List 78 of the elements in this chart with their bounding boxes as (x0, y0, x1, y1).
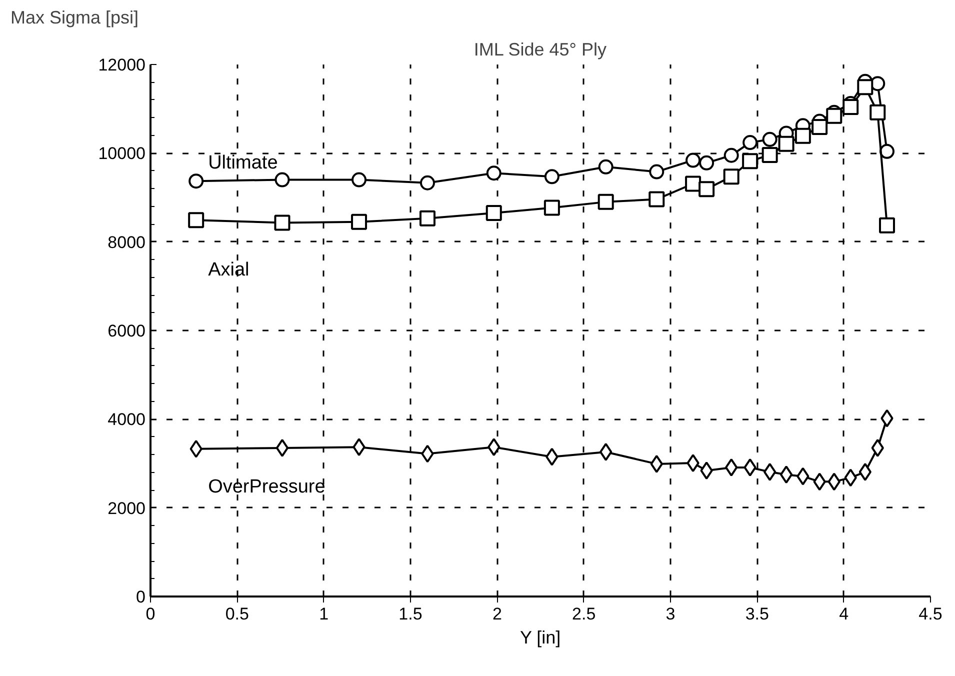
y-tick-label: 6000 (108, 322, 146, 340)
point (648, 191, 665, 208)
point (762, 146, 778, 163)
point (857, 79, 874, 96)
point (778, 136, 794, 152)
series-label: OverPressure (208, 476, 326, 498)
point (188, 174, 204, 189)
y-axis-title: Max Sigma [psi] (10, 8, 139, 28)
point (879, 144, 894, 159)
point (188, 212, 204, 228)
y-tick-label: 2000 (108, 498, 146, 518)
point (742, 153, 758, 170)
point (725, 458, 738, 476)
point (878, 217, 895, 234)
point (763, 462, 776, 481)
y-tick-label: 12000 (98, 56, 146, 74)
x-tick-label: 1.5 (398, 604, 422, 624)
y-tick-label: 4000 (108, 410, 146, 430)
point (723, 168, 740, 185)
point (686, 152, 701, 168)
point (600, 442, 612, 461)
x-axis-title: Y [in] (520, 628, 561, 648)
point (871, 438, 884, 457)
x-tick-label: 0.5 (225, 604, 249, 624)
point (544, 169, 560, 184)
point (488, 438, 500, 456)
point (686, 454, 700, 472)
point (486, 166, 502, 181)
point (274, 214, 290, 231)
point (698, 181, 715, 198)
point (812, 119, 828, 136)
x-tick-label: 3 (666, 604, 676, 624)
x-tick-label: 4 (839, 604, 849, 624)
point (858, 462, 872, 481)
point (190, 440, 202, 458)
point (420, 175, 435, 190)
chart-title: IML Side 45° Ply (474, 40, 606, 60)
series-label: Axial (208, 260, 250, 281)
point (544, 200, 560, 216)
point (780, 466, 793, 484)
point (421, 444, 434, 463)
point (744, 458, 756, 476)
point (598, 194, 614, 210)
point (742, 135, 758, 150)
point (762, 132, 778, 147)
point (351, 214, 368, 230)
point (828, 472, 840, 491)
point (844, 468, 857, 487)
point (276, 438, 289, 457)
point (486, 205, 502, 222)
point (826, 108, 842, 124)
point (352, 172, 367, 188)
x-tick-label: 2.5 (572, 604, 596, 624)
point (880, 409, 894, 428)
y-tick-label: 0 (136, 588, 146, 606)
point (352, 438, 366, 456)
point (796, 467, 810, 486)
point (598, 159, 614, 174)
point (650, 454, 663, 473)
point (724, 148, 739, 163)
point (419, 210, 436, 226)
point (649, 164, 664, 180)
point (546, 448, 558, 466)
point (813, 472, 826, 491)
series-label: Ultimate (208, 152, 278, 174)
point (842, 99, 859, 116)
y-tick-label: 10000 (98, 144, 146, 164)
point (794, 128, 811, 144)
x-tick-label: 1 (319, 604, 329, 624)
x-tick-label: 3.5 (745, 604, 769, 624)
point (274, 172, 290, 188)
point (700, 462, 713, 480)
y-tick-label: 8000 (108, 232, 146, 252)
point (870, 104, 886, 120)
x-tick-label: 4.5 (918, 604, 942, 624)
x-tick-label: 2 (492, 604, 502, 624)
point (685, 176, 702, 192)
point (699, 155, 714, 170)
